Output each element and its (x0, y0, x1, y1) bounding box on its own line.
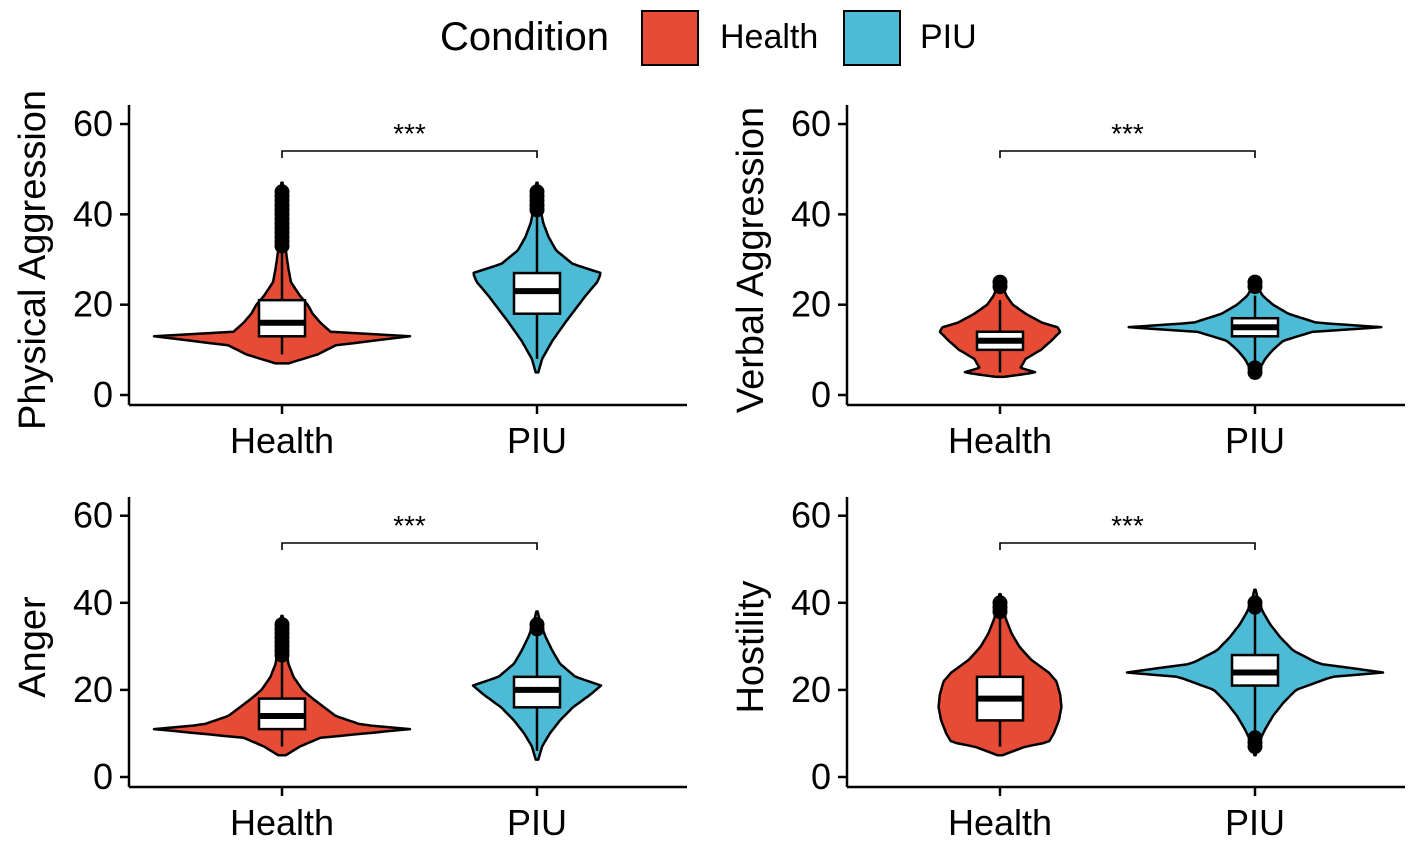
hostility-y-axis-label: Hostility (730, 580, 772, 713)
verbal-aggression-y-tick-label-40: 40 (791, 193, 831, 234)
anger-x-tick-label-health: Health (230, 802, 334, 843)
anger-health-outlier-7 (274, 617, 290, 633)
hostility-y-tick-label-40: 40 (791, 582, 831, 623)
verbal-aggression-y-axis-label: Verbal Aggression (730, 107, 772, 413)
verbal-aggression-piu-outlier-3 (1247, 274, 1263, 290)
hostility-significance-label: *** (1111, 510, 1144, 541)
hostility-significance-bracket (999, 542, 1256, 550)
verbal-aggression-health-outlier-1 (992, 274, 1008, 290)
panel-verbal-aggression: Verbal Aggression 0 20 40 60 Health PIU *** (730, 103, 1405, 461)
legend-title: Condition (440, 15, 610, 59)
verbal-aggression-x-tick-label-health: Health (948, 420, 1052, 461)
anger-x-tick-label-piu: PIU (507, 802, 567, 843)
panel-physical-aggression: Physical Aggression 0 20 40 60 Health PIU *** (12, 90, 687, 461)
hostility-piu-outlier-4 (1247, 595, 1263, 611)
anger-piu-outlier-1 (529, 617, 545, 633)
anger-significance-bracket (281, 542, 538, 550)
verbal-aggression-y-tick-label-20: 20 (791, 284, 831, 325)
hostility-y-tick-label-60: 60 (791, 495, 831, 536)
legend-key-health (641, 10, 699, 66)
physical-aggression-piu-outlier-4 (529, 184, 545, 200)
verbal-aggression-y-tick-label-60: 60 (791, 103, 831, 144)
physical-aggression-y-tick-label-20: 20 (73, 284, 113, 325)
verbal-aggression-y-tick-label-0: 0 (811, 374, 831, 415)
panel-anger: Anger 0 20 40 60 Health PIU *** (12, 495, 687, 843)
hostility-piu-outlier-2 (1247, 730, 1263, 746)
physical-aggression-x-tick-label-health: Health (230, 420, 334, 461)
physical-aggression-significance-bracket (281, 150, 538, 158)
physical-aggression-significance-label: *** (393, 118, 426, 149)
anger-y-tick-label-20: 20 (73, 669, 113, 710)
legend-label-piu: PIU (920, 18, 977, 56)
anger-y-tick-label-0: 0 (93, 756, 113, 797)
anger-y-tick-label-60: 60 (73, 495, 113, 536)
hostility-x-tick-label-health: Health (948, 802, 1052, 843)
legend: Condition Health PIU (0, 0, 1417, 72)
hostility-health-outlier-2 (992, 595, 1008, 611)
physical-aggression-health-outlier-12 (274, 184, 290, 200)
legend-key-piu (843, 10, 901, 66)
physical-aggression-y-tick-label-60: 60 (73, 103, 113, 144)
anger-y-axis-label: Anger (12, 596, 54, 698)
anger-significance-label: *** (393, 510, 426, 541)
physical-aggression-y-tick-label-40: 40 (73, 193, 113, 234)
verbal-aggression-significance-label: *** (1111, 118, 1144, 149)
hostility-y-tick-label-0: 0 (811, 756, 831, 797)
legend-label-health: Health (720, 18, 819, 56)
physical-aggression-health-box (257, 298, 307, 338)
physical-aggression-y-tick-label-0: 0 (93, 374, 113, 415)
anger-y-tick-label-40: 40 (73, 582, 113, 623)
physical-aggression-y-axis-label: Physical Aggression (12, 90, 54, 430)
verbal-aggression-significance-bracket (999, 150, 1256, 158)
verbal-aggression-x-tick-label-piu: PIU (1225, 420, 1285, 461)
physical-aggression-x-tick-label-piu: PIU (507, 420, 567, 461)
hostility-x-tick-label-piu: PIU (1225, 802, 1285, 843)
hostility-y-tick-label-20: 20 (791, 669, 831, 710)
verbal-aggression-piu-outlier-1 (1247, 360, 1263, 376)
panel-hostility: Hostility 0 20 40 60 Health PIU *** (730, 495, 1405, 843)
